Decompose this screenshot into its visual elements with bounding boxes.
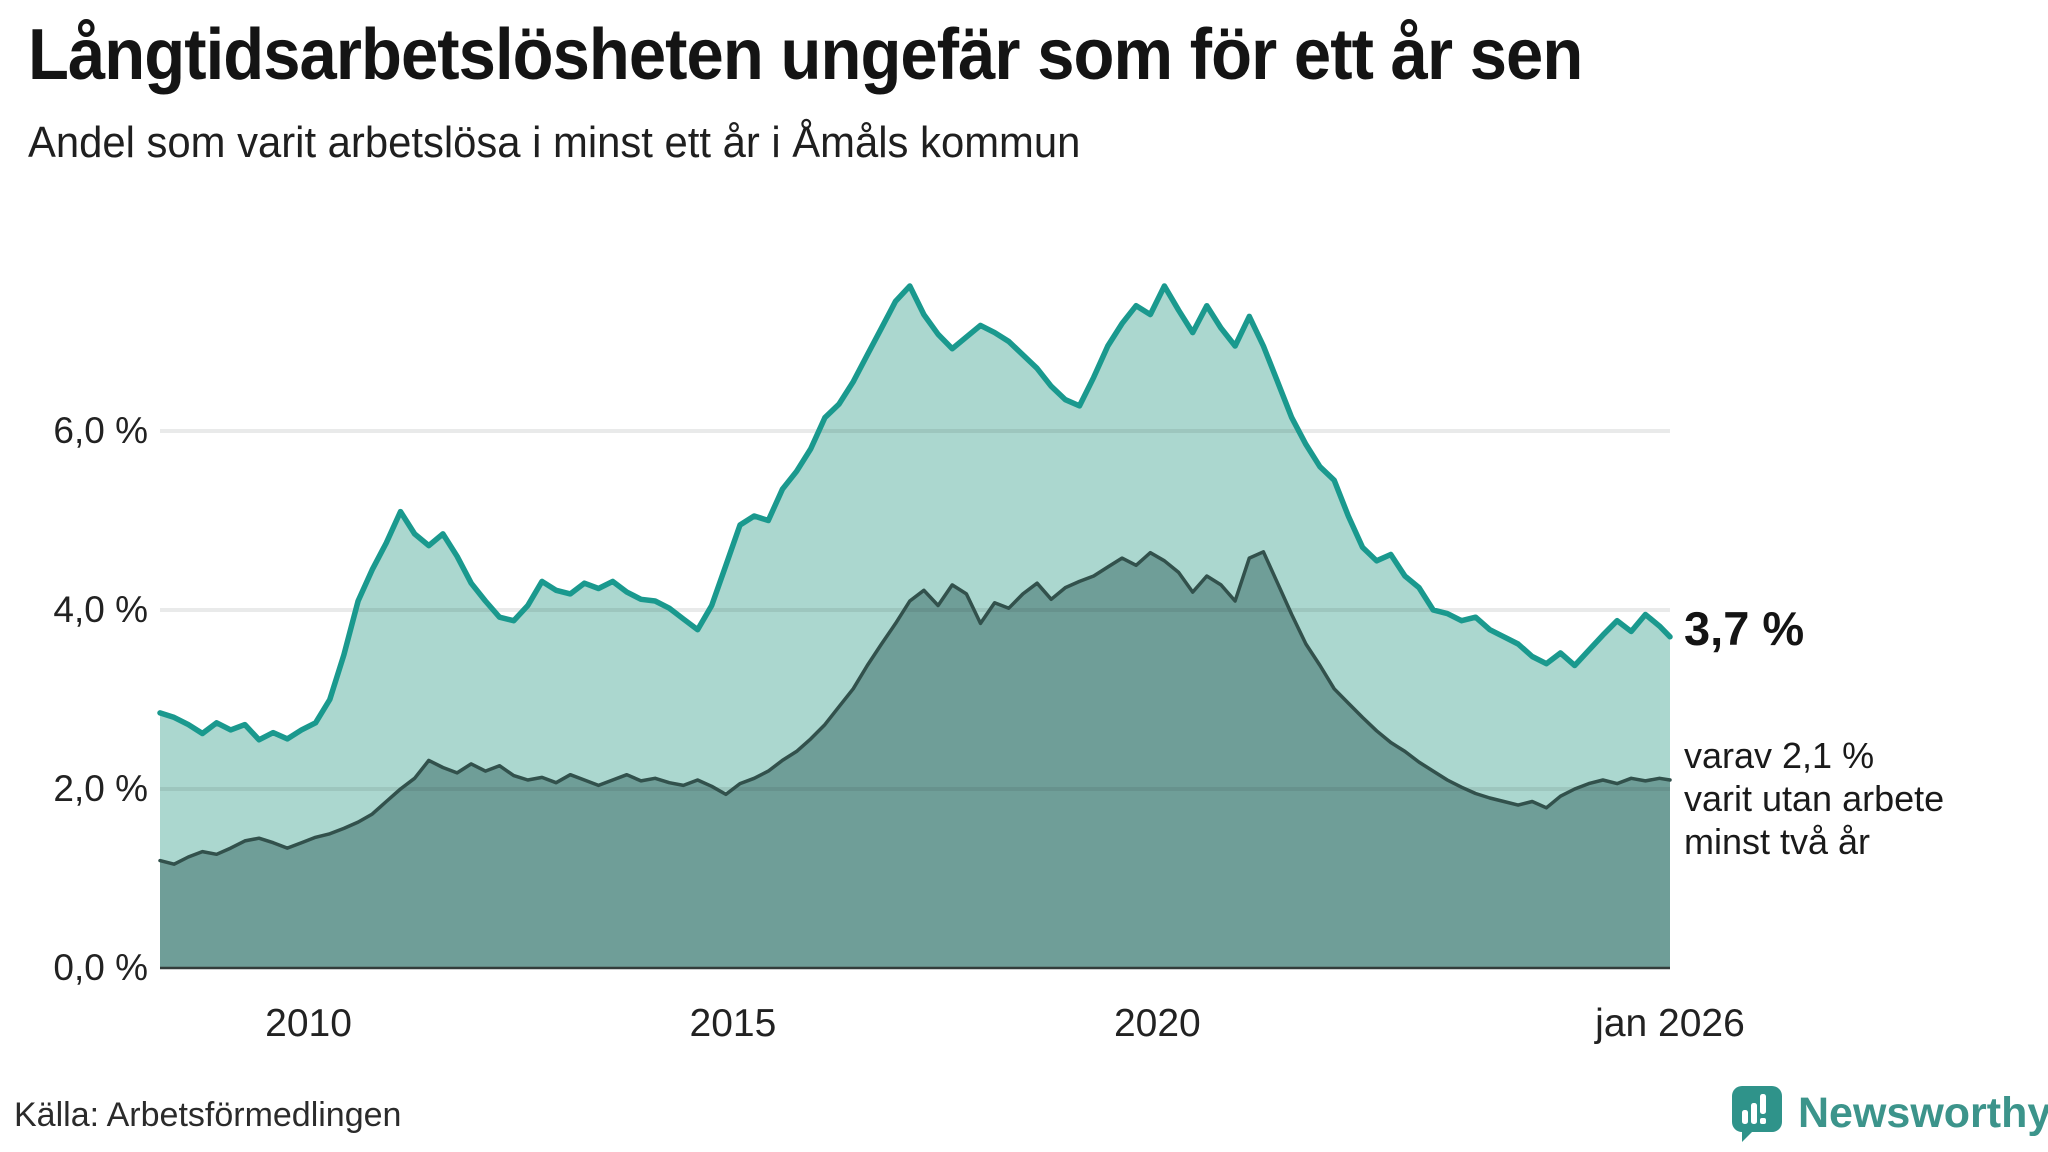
series-1-line <box>157 283 1673 743</box>
series1-end-value-label: 3,7 % <box>1684 602 1805 655</box>
y-tick-label-0pct: 0,0 % <box>53 947 148 988</box>
x-tick-label-2020: 2020 <box>1113 1002 1201 1045</box>
y-tick-label-6pct: 6,0 % <box>53 410 148 451</box>
annotation-line-1: varav 2,1 % <box>1684 735 1875 776</box>
bar-tall-exclamation <box>1760 1094 1766 1114</box>
x-tick-label-2015: 2015 <box>689 1002 777 1045</box>
newsworthy-logo: Newsworthy <box>1730 1082 2048 1144</box>
annotation-line-2: varit utan arbete <box>1684 778 1945 819</box>
y-tick-label-2pct: 2,0 % <box>53 768 148 809</box>
source-credit: Källa: Arbetsförmedlingen <box>14 1096 402 1134</box>
exclamation-dot <box>1760 1118 1766 1124</box>
page-subtitle: Andel som varit arbetslösa i minst ett å… <box>28 118 1081 167</box>
series2-end-annotation: varav 2,1 % varit utan arbete minst två … <box>1684 734 1944 863</box>
newsworthy-logo-icon <box>1732 1086 1782 1142</box>
series-2-line <box>158 550 1672 866</box>
bar-medium <box>1751 1103 1757 1124</box>
annotation-line-3: minst två år <box>1684 821 1871 862</box>
y-tick-label-4pct: 4,0 % <box>53 589 148 630</box>
page-title: Långtidsarbetslösheten ungefär som för e… <box>28 15 1583 95</box>
x-tick-label-jan-2026: jan 2026 <box>1595 1002 1745 1045</box>
bar-short <box>1742 1110 1748 1124</box>
x-tick-label-2010: 2010 <box>265 1002 352 1045</box>
newsworthy-logo-text: Newsworthy <box>1798 1088 2048 1137</box>
series-2-area <box>160 551 1670 968</box>
